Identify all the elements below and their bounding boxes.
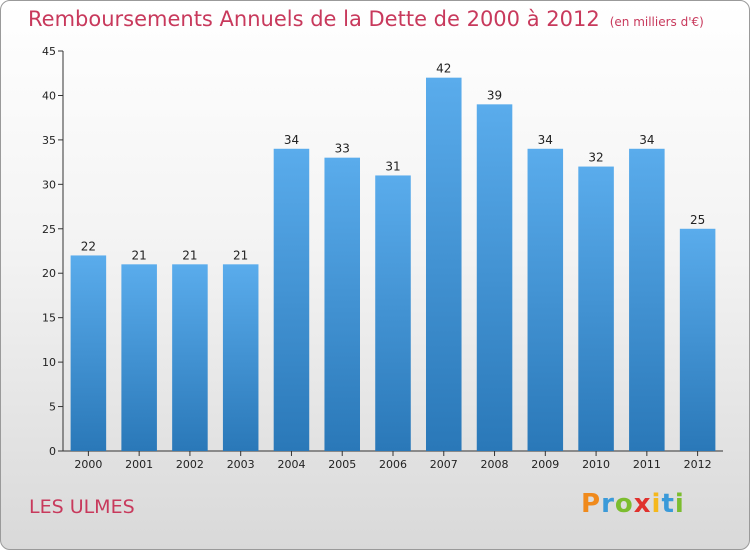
data-label: 31 [385,159,400,173]
bar-2000 [70,255,107,451]
bar-2003 [222,264,259,451]
x-tick-label: 2009 [531,458,559,471]
data-label: 42 [436,62,451,76]
data-label: 33 [335,142,350,156]
bar-2011 [629,148,665,451]
brand-letter: i [651,489,662,519]
y-tick-label: 25 [42,223,56,236]
x-tick-label: 2008 [481,458,509,471]
brand-letter: i [674,489,685,519]
data-label: 25 [690,213,705,227]
bar-2010 [578,166,614,452]
x-tick-label: 2001 [125,458,153,471]
x-tick-label: 2003 [227,458,255,471]
data-label: 34 [284,133,299,147]
x-tick-label: 2004 [277,458,305,471]
brand-letter: x [633,489,652,519]
bars: 22 21 21 21 34 33 31 42 39 34 32 34 25 [70,62,716,452]
y-tick-label: 20 [42,267,56,280]
bar-2004 [273,148,310,451]
x-ticks: 2000 2001 2002 2003 2004 2005 2006 2007 2008 2009… [74,451,712,471]
brand-logo: Proxiti [581,489,685,519]
bar-2009 [527,148,564,451]
y-tick-label: 35 [42,134,56,147]
y-tick-label: 10 [42,356,56,369]
y-tick-label: 0 [49,445,56,458]
y-tick-label: 15 [42,312,56,325]
x-tick-label: 2012 [684,458,712,471]
bar-2006 [375,175,411,451]
data-label: 34 [639,133,654,147]
x-tick-label: 2006 [379,458,407,471]
commune-name: LES ULMES [29,496,135,518]
bar-2005 [324,157,360,451]
data-label: 21 [233,248,248,262]
bar-2002 [172,264,208,451]
bar-2007 [426,77,462,452]
data-label: 34 [538,133,553,147]
title-unit: (en milliers d'€) [609,15,704,29]
x-tick-label: 2002 [176,458,204,471]
y-tick-label: 5 [49,401,56,414]
data-label: 32 [588,151,603,165]
x-tick-label: 2000 [74,458,102,471]
bar-2008 [476,104,513,451]
y-tick-label: 30 [42,178,56,191]
title-text: Remboursements Annuels de la Dette de 20… [28,7,600,31]
x-tick-label: 2007 [430,458,458,471]
data-label: 21 [182,248,197,262]
bar-2001 [121,264,157,451]
data-label: 39 [487,88,502,102]
x-tick-label: 2010 [582,458,610,471]
brand-letter: t [661,489,675,519]
x-tick-label: 2011 [633,458,661,471]
chart-title: Remboursements Annuels de la Dette de 20… [28,7,704,31]
data-label: 21 [132,248,147,262]
y-tick-label: 40 [42,89,56,102]
y-tick-label: 45 [42,45,56,58]
x-tick-label: 2005 [328,458,356,471]
brand-letter: o [614,489,634,519]
brand-letter: P [581,489,602,519]
bar-2012 [679,228,716,451]
data-label: 22 [81,239,96,253]
y-ticks: 0 5 10 15 20 25 30 35 40 45 [42,45,63,458]
brand-letter: r [601,489,615,519]
